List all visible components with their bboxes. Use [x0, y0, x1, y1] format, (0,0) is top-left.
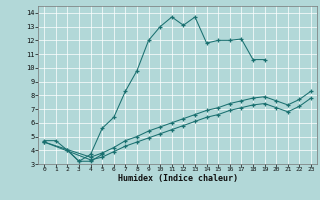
X-axis label: Humidex (Indice chaleur): Humidex (Indice chaleur): [118, 174, 238, 183]
